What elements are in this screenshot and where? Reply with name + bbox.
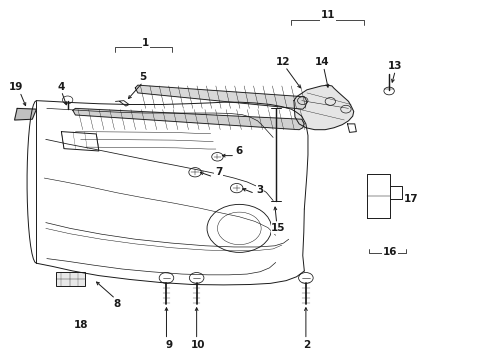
Text: 5: 5 — [139, 72, 146, 82]
Text: 13: 13 — [387, 61, 402, 71]
Text: 18: 18 — [73, 320, 88, 330]
Text: 12: 12 — [276, 57, 290, 67]
Polygon shape — [293, 85, 353, 130]
Text: 10: 10 — [190, 339, 204, 350]
Polygon shape — [135, 85, 306, 109]
Text: 6: 6 — [235, 146, 243, 156]
Text: 9: 9 — [165, 339, 172, 350]
Text: 2: 2 — [303, 340, 310, 350]
Text: 15: 15 — [270, 224, 285, 233]
Polygon shape — [15, 108, 36, 120]
Text: 16: 16 — [382, 247, 397, 257]
Text: 1: 1 — [142, 37, 149, 48]
Text: 11: 11 — [320, 10, 334, 21]
Text: 4: 4 — [58, 82, 65, 92]
Bar — [56, 272, 84, 287]
Text: 17: 17 — [403, 194, 417, 204]
Text: 19: 19 — [8, 82, 23, 92]
Text: 8: 8 — [113, 299, 121, 309]
Text: 7: 7 — [214, 167, 222, 177]
Text: 14: 14 — [315, 57, 329, 67]
Text: 3: 3 — [256, 185, 263, 195]
Polygon shape — [73, 108, 304, 130]
